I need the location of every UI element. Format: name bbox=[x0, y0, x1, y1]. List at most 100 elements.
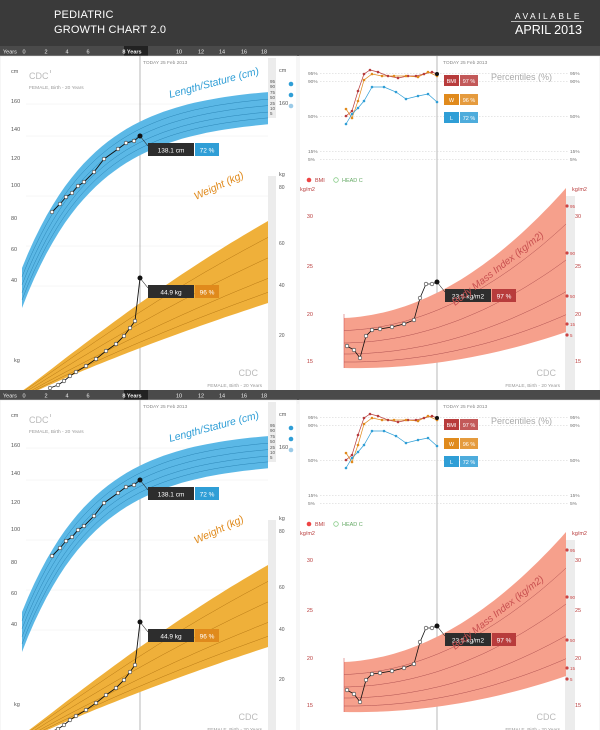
weight-point bbox=[55, 382, 61, 388]
bmi-point bbox=[344, 343, 350, 349]
length-axis-tick: 120 bbox=[11, 156, 20, 162]
bmi-percentile-point bbox=[344, 458, 348, 462]
length-percentile-point bbox=[435, 444, 439, 448]
ruler-tick: 8 Years bbox=[122, 50, 141, 56]
length-point bbox=[49, 553, 55, 559]
bmi-mini-badge-letter-box bbox=[444, 419, 459, 430]
bmi-side-strip bbox=[565, 540, 575, 730]
weight-point bbox=[113, 685, 119, 691]
bmi-point bbox=[423, 281, 429, 287]
percentile-axis-right: 50% bbox=[570, 114, 580, 120]
percentile-axis-right: 95% bbox=[570, 71, 580, 77]
percentile-axis-right: 95% bbox=[570, 415, 580, 421]
length-unit: cm bbox=[11, 413, 19, 419]
cdc-label-bottom: CDC bbox=[239, 368, 259, 378]
bmi-percentile-point bbox=[386, 74, 390, 78]
length-percentile-point bbox=[404, 441, 408, 445]
weight-percentile-point bbox=[362, 78, 366, 82]
weight-point bbox=[47, 385, 53, 391]
ruler-tick: 6 bbox=[86, 394, 89, 400]
bmi-percentile-marker bbox=[565, 548, 569, 552]
length-point bbox=[123, 484, 129, 490]
weight-mini-badge-pct-box bbox=[460, 438, 478, 449]
bmi-point bbox=[351, 347, 357, 353]
weight-mini-badge-letter: W bbox=[449, 98, 455, 104]
weight-percentile-line bbox=[21, 237, 269, 393]
age-ruler bbox=[0, 46, 600, 56]
legend-bmi-dot bbox=[306, 177, 312, 183]
bmi-percentile-band bbox=[344, 532, 566, 713]
weight-mini-badge-letter: W bbox=[449, 442, 455, 448]
length-percentile-line bbox=[21, 455, 269, 637]
length-percentile-point bbox=[394, 90, 398, 94]
chart-set-1: Years 0 2 4 6 8 Years 10 12 14 16 18 TODAY 25 Feb 2… bbox=[0, 46, 600, 405]
weight-point bbox=[132, 662, 138, 668]
bmi-point bbox=[417, 295, 423, 301]
bmi-percentile-point bbox=[362, 72, 366, 76]
weight-percentile-point bbox=[362, 422, 366, 426]
length-percentile-line bbox=[21, 442, 269, 621]
length-percentile-line bbox=[21, 98, 269, 277]
bmi-percentile-point bbox=[406, 74, 410, 78]
length-right-axis: 160 bbox=[279, 101, 288, 107]
available-label: AVAILABLE bbox=[514, 11, 582, 21]
weight-percentile-point bbox=[370, 416, 374, 420]
ruler-tick: 0 bbox=[22, 394, 25, 400]
length-badge-percent-box bbox=[195, 487, 219, 500]
length-point bbox=[101, 500, 107, 506]
weight-percentile-band bbox=[29, 565, 268, 730]
weight-badge-percent: 96 % bbox=[200, 290, 215, 297]
ruler-tick: 16 bbox=[241, 394, 247, 400]
bmi-badge-value-box bbox=[445, 289, 491, 302]
ruler-tick: 6 bbox=[86, 50, 89, 56]
length-point bbox=[63, 194, 69, 200]
bmi-percentile-point bbox=[430, 414, 434, 418]
bmi-percentile-line-curve bbox=[343, 567, 567, 675]
header-bar: PEDIATRIC GROWTH CHART 2.0 AVAILABLE APR… bbox=[0, 0, 600, 46]
charts-area: Years 0 2 4 6 8 Years 10 12 14 16 18 TODAY 25 Feb 2… bbox=[0, 46, 600, 730]
bmi-percentile-point bbox=[350, 109, 354, 113]
length-percentile-label: 50 bbox=[270, 439, 276, 444]
length-axis-tick: 140 bbox=[11, 127, 20, 133]
bmi-point bbox=[363, 677, 369, 683]
percentile-axis-left: 15% bbox=[308, 493, 318, 499]
weight-percentile-point bbox=[392, 74, 396, 78]
weight-axis-label: 40 bbox=[279, 283, 285, 289]
length-percentile-point bbox=[344, 122, 348, 126]
bmi-percentile-marker bbox=[565, 638, 569, 642]
weight-point bbox=[61, 722, 67, 728]
weight-percentile-point bbox=[344, 451, 348, 455]
weight-axis-label: 80 bbox=[279, 185, 285, 191]
bmi-point bbox=[429, 281, 435, 287]
weight-point bbox=[73, 369, 79, 375]
cdc-label-bmi: CDC bbox=[537, 368, 557, 378]
ruler-tick: 14 bbox=[219, 50, 225, 56]
cdc-sub-bottom: FEMALE, Birth - 20 Years bbox=[207, 727, 262, 730]
length-badge-value-box bbox=[148, 143, 194, 156]
bmi-percentile-label: 50 bbox=[570, 294, 576, 299]
length-percentile-point bbox=[382, 429, 386, 433]
weight-unit-right: kg bbox=[279, 172, 285, 178]
bmi-axis-tick: 30 bbox=[307, 214, 313, 220]
bmi-percentile-point bbox=[414, 418, 418, 422]
ruler-current-age bbox=[124, 46, 148, 56]
bmi-badge-value: 23.5 kg/m2 bbox=[452, 294, 485, 301]
legend-head-label: HEAD C bbox=[342, 178, 363, 184]
app-title-line1: PEDIATRIC bbox=[54, 9, 114, 21]
weight-percentile-point bbox=[426, 414, 430, 418]
percentiles-title: Percentiles (%) bbox=[491, 416, 552, 426]
length-percentile-label: 50 bbox=[270, 95, 276, 100]
weight-percentile-line bbox=[34, 601, 269, 730]
weight-point bbox=[121, 677, 127, 683]
weight-point bbox=[67, 717, 73, 723]
percentile-axis-left: 5% bbox=[308, 157, 316, 163]
length-leader bbox=[139, 135, 149, 147]
bmi-point bbox=[401, 665, 407, 671]
length-point bbox=[63, 538, 69, 544]
release-date: APRIL 2013 bbox=[515, 23, 582, 37]
legend-head-dot bbox=[333, 177, 339, 183]
length-percentile-point bbox=[416, 438, 420, 442]
length-percentile-line bbox=[21, 117, 269, 301]
weight-point bbox=[83, 707, 89, 713]
bmi-unit-right: kg/m2 bbox=[572, 531, 587, 537]
